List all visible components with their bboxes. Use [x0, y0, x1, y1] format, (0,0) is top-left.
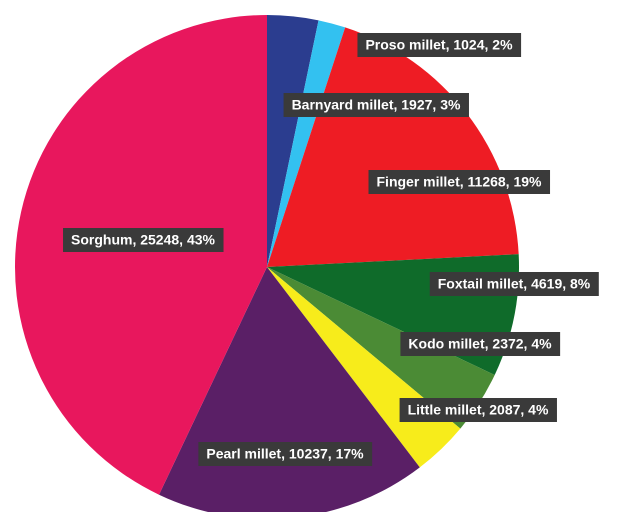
data-label: Foxtail millet, 4619, 8%: [438, 276, 591, 292]
label-box: [400, 332, 561, 356]
label-box: [63, 228, 224, 252]
data-label: Finger millet, 11268, 19%: [377, 174, 543, 190]
pie-slice: [267, 20, 346, 268]
label-box: [357, 33, 522, 57]
data-label: Sorghum, 25248, 43%: [71, 232, 216, 248]
label-box: [368, 170, 551, 194]
label-box: [283, 93, 469, 117]
data-label: Barnyard millet, 1927, 3%: [292, 97, 461, 113]
pie-slice: [267, 15, 319, 267]
data-label: Little millet, 2087, 4%: [408, 402, 549, 418]
data-label: Kodo millet, 2372, 4%: [408, 336, 552, 352]
label-box: [198, 442, 373, 466]
label-box: [429, 272, 599, 296]
pie-slice: [267, 267, 495, 429]
pie-slice: [267, 27, 519, 268]
label-box: [399, 398, 557, 422]
data-label: Proso millet, 1024, 2%: [365, 37, 513, 53]
data-label: Pearl millet, 10237, 17%: [206, 446, 364, 462]
pie-slice: [14, 15, 268, 495]
